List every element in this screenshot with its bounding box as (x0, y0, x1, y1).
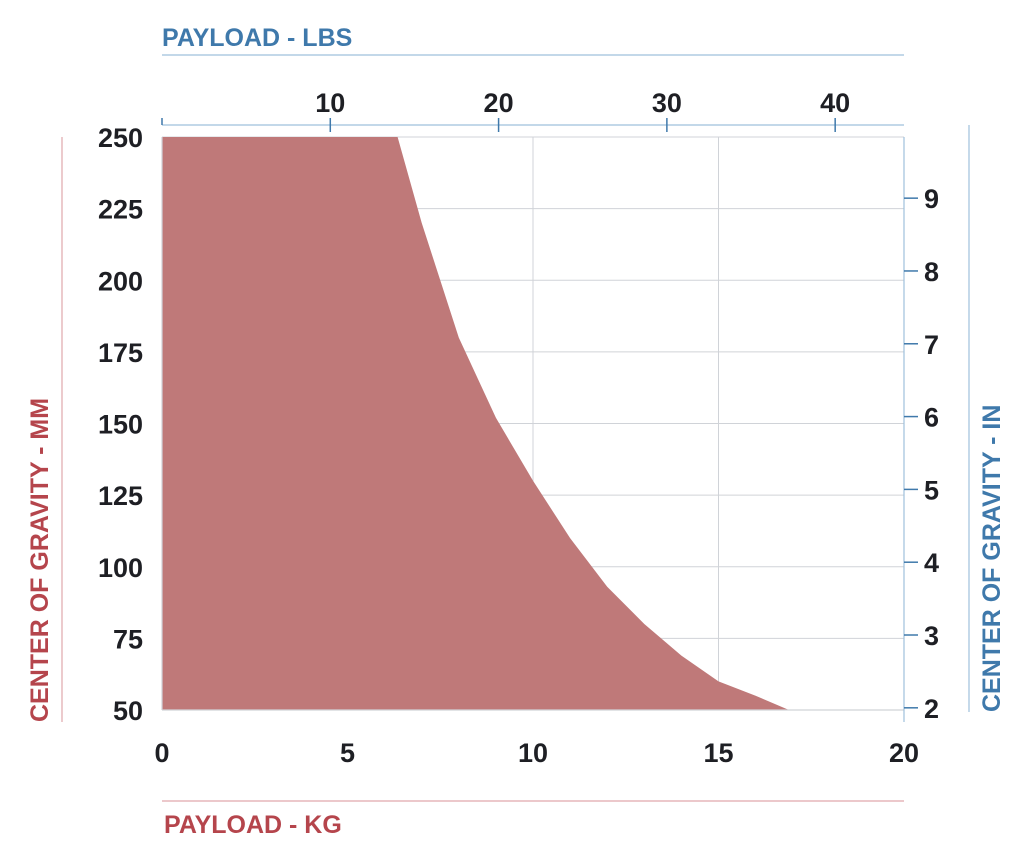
x-tick-label-kg: 10 (518, 738, 548, 768)
payload-area (162, 137, 789, 710)
y-tick-label-in: 8 (924, 257, 939, 287)
x-axis-kg-ticks: 0 5 10 15 20 (154, 738, 919, 768)
y-tick-label-in: 3 (924, 621, 939, 651)
x-tick-label-lbs: 30 (652, 88, 682, 118)
y-axis-in-ticks: 2 3 4 5 6 7 8 9 (904, 184, 939, 724)
y-tick-label-mm: 150 (98, 410, 143, 440)
y-tick-label-in: 5 (924, 475, 939, 505)
y-tick-label-mm: 50 (113, 696, 143, 726)
y-tick-label-mm: 125 (98, 481, 143, 511)
y-tick-label-in: 7 (924, 330, 939, 360)
x-tick-label-lbs: 20 (484, 88, 514, 118)
x-tick-label-lbs: 10 (315, 88, 345, 118)
y-axis-mm-ticks: 50 75 100 125 150 175 200 225 250 (98, 123, 143, 726)
x-tick-label-kg: 5 (340, 738, 355, 768)
y-tick-label-mm: 100 (98, 553, 143, 583)
x-tick-label-kg: 15 (703, 738, 733, 768)
right-axis-title: CENTER OF GRAVITY - IN (978, 405, 1006, 712)
y-tick-label-mm: 225 (98, 195, 143, 225)
bottom-axis-title: PAYLOAD - KG (164, 811, 342, 839)
y-tick-label-in: 4 (924, 548, 939, 578)
y-tick-label-in: 2 (924, 694, 939, 724)
axis-lines (161, 118, 905, 722)
y-tick-label-mm: 175 (98, 338, 143, 368)
left-axis-title: CENTER OF GRAVITY - MM (26, 398, 54, 722)
y-tick-label-in: 6 (924, 403, 939, 433)
x-tick-label-kg: 0 (154, 738, 169, 768)
top-axis-title: PAYLOAD - LBS (162, 24, 352, 52)
y-tick-label-mm: 75 (113, 624, 143, 654)
y-tick-label-in: 9 (924, 184, 939, 214)
x-tick-label-lbs: 40 (820, 88, 850, 118)
x-axis-lbs-ticks: 10 20 30 40 (315, 88, 850, 132)
y-tick-label-mm: 250 (98, 123, 143, 153)
y-tick-label-mm: 200 (98, 266, 143, 296)
x-tick-label-kg: 20 (889, 738, 919, 768)
